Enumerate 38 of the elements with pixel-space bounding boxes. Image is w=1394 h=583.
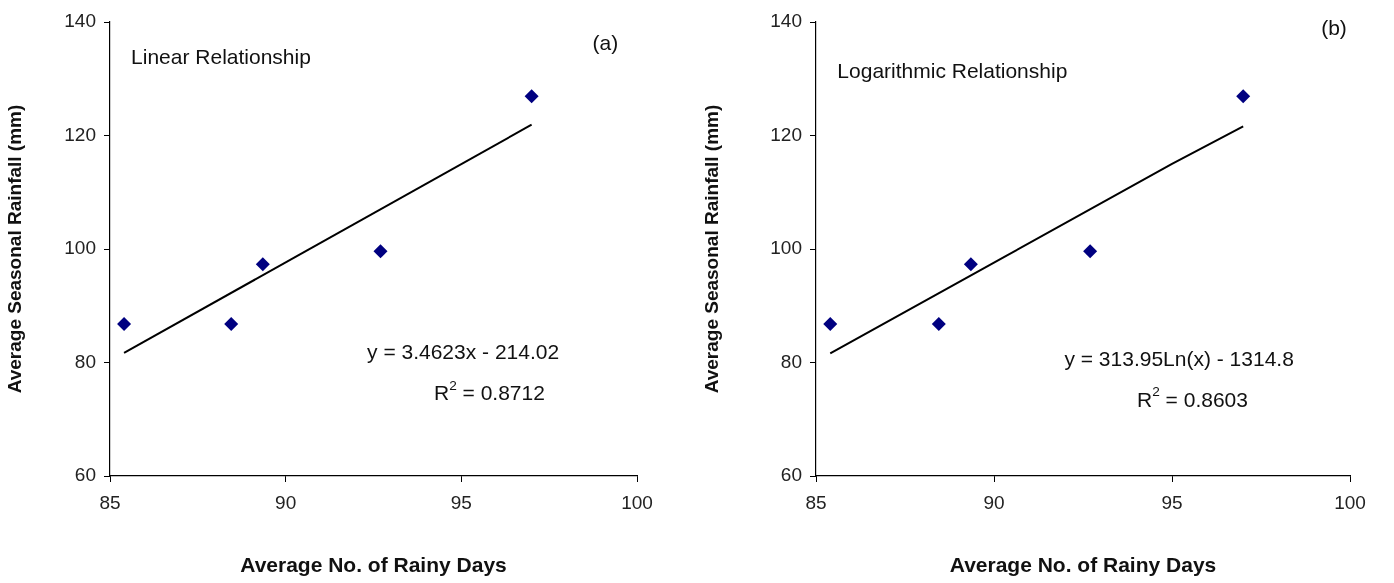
y-tick-label: 140 (770, 10, 802, 32)
point (931, 316, 946, 331)
y-tick-label: 60 (780, 464, 802, 486)
x-tick-label: 95 (450, 491, 472, 513)
annotation: Logarithmic Relationship (837, 58, 1068, 82)
point (224, 316, 239, 331)
annotation: Linear Relationship (131, 45, 311, 69)
y-tick-label: 140 (64, 10, 96, 32)
point (1236, 89, 1251, 104)
x-tick-label: 100 (621, 491, 653, 513)
y-tick-label: 60 (74, 464, 96, 486)
point (1083, 244, 1098, 259)
y-tick-label: 120 (64, 123, 96, 145)
y-tick-label: 100 (64, 237, 96, 259)
point (117, 316, 132, 331)
point (524, 89, 539, 104)
y-axis-title: Average Seasonal Rainfall (mm) (700, 104, 722, 394)
point (373, 244, 388, 259)
x-tick-label: 85 (99, 491, 121, 513)
annotation: (a) (592, 31, 619, 55)
x-tick-label: 95 (1161, 491, 1183, 513)
y-tick-label: 80 (74, 350, 96, 372)
x-tick-label: 90 (275, 491, 297, 513)
y-tick-label: 80 (780, 350, 802, 372)
x-tick-label: 100 (1334, 491, 1366, 513)
point (963, 257, 978, 272)
y-tick-label: 120 (770, 123, 802, 145)
y-tick-label: 100 (770, 237, 802, 259)
x-axis-title: Average No. of Rainy Days (240, 553, 507, 577)
y-axis-title: Average Seasonal Rainfall (mm) (3, 104, 25, 394)
x-tick-label: 85 (805, 491, 827, 513)
annotation: y = 313.95Ln(x) - 1314.8 (1064, 347, 1294, 371)
x-tick-label: 90 (983, 491, 1005, 513)
point (823, 316, 838, 331)
annotation: y = 3.4623x - 214.02 (367, 340, 560, 364)
point (255, 257, 270, 272)
annotation: (b) (1321, 15, 1347, 39)
x-axis-title: Average No. of Rainy Days (949, 553, 1217, 577)
